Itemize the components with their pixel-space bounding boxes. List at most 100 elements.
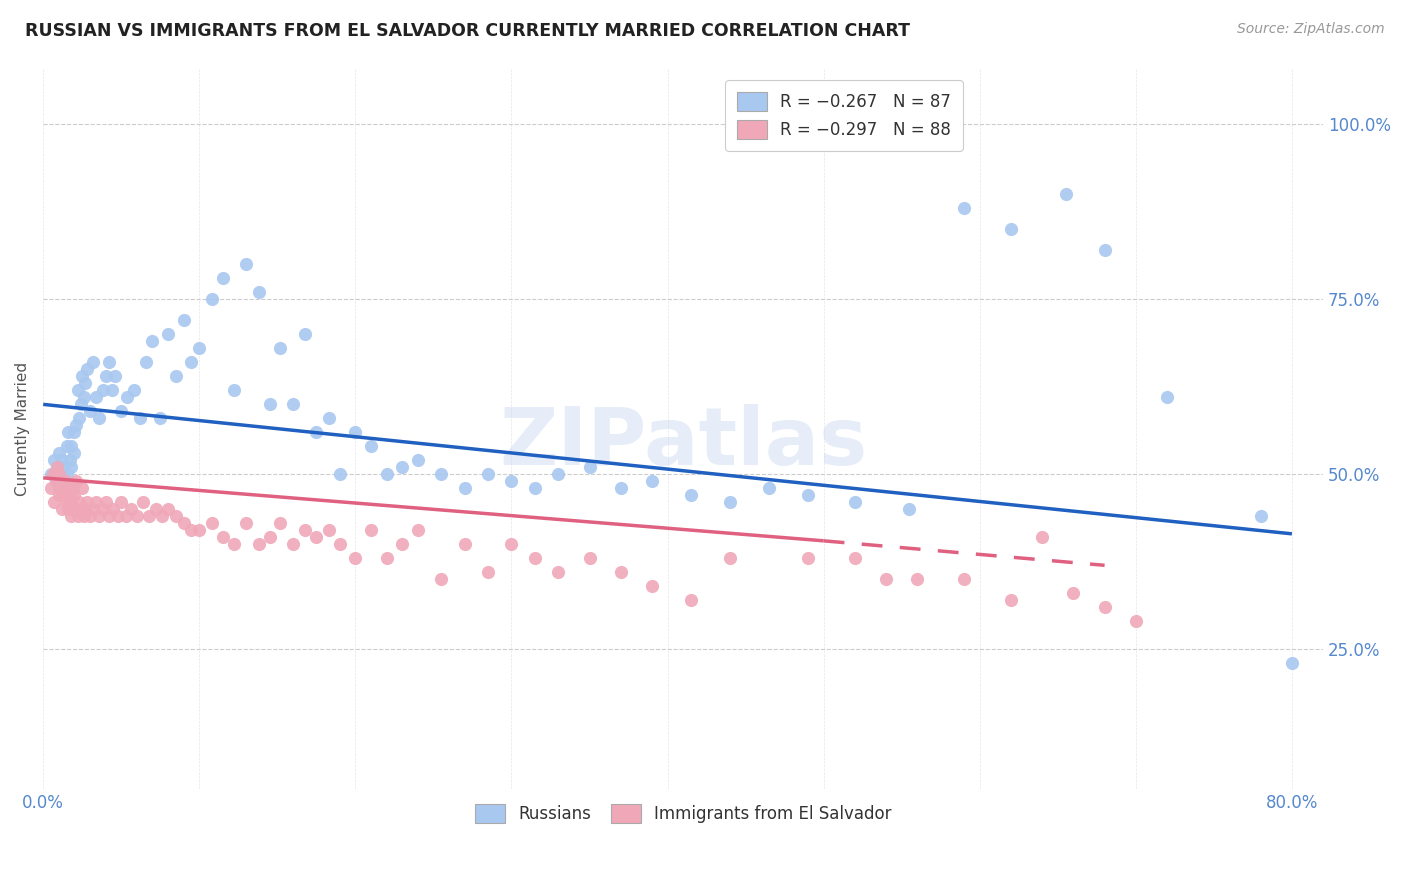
Point <box>188 342 211 356</box>
Point <box>211 530 233 544</box>
Point <box>59 453 82 467</box>
Point <box>180 524 202 538</box>
Point <box>67 495 90 509</box>
Point <box>46 460 69 475</box>
Point <box>1250 509 1272 524</box>
Point <box>94 369 117 384</box>
Point <box>898 502 921 516</box>
Point <box>141 334 163 349</box>
Point <box>173 516 195 531</box>
Point <box>52 460 75 475</box>
Point <box>797 551 820 566</box>
Point <box>48 481 70 495</box>
Point <box>1094 600 1116 615</box>
Point <box>129 411 152 425</box>
Point <box>281 397 304 411</box>
Point <box>1094 244 1116 258</box>
Point <box>46 460 69 475</box>
Point <box>318 411 340 425</box>
Point <box>89 509 111 524</box>
Point <box>1156 390 1178 404</box>
Point <box>52 488 75 502</box>
Point <box>477 566 499 580</box>
Point <box>39 467 62 482</box>
Point <box>375 467 398 482</box>
Point <box>103 502 125 516</box>
Point <box>59 488 82 502</box>
Point <box>679 593 702 607</box>
Point <box>1000 222 1022 236</box>
Point <box>65 418 87 433</box>
Point <box>49 481 72 495</box>
Point <box>45 475 67 489</box>
Point <box>360 439 382 453</box>
Point <box>79 509 101 524</box>
Point <box>269 516 291 531</box>
Point <box>66 509 89 524</box>
Point <box>73 390 96 404</box>
Point <box>84 495 107 509</box>
Point <box>48 446 70 460</box>
Point <box>180 355 202 369</box>
Point <box>122 384 145 398</box>
Point <box>547 467 569 482</box>
Point <box>110 404 132 418</box>
Point <box>63 446 86 460</box>
Point <box>56 425 79 440</box>
Point <box>1000 593 1022 607</box>
Point <box>430 467 453 482</box>
Point <box>132 495 155 509</box>
Point <box>360 524 382 538</box>
Point <box>56 502 79 516</box>
Point <box>55 467 77 482</box>
Point <box>453 537 475 551</box>
Point <box>76 495 98 509</box>
Point <box>329 537 352 551</box>
Point <box>294 327 316 342</box>
Legend: Russians, Immigrants from El Salvador: Russians, Immigrants from El Salvador <box>463 792 903 835</box>
Point <box>547 566 569 580</box>
Point <box>89 411 111 425</box>
Point <box>117 390 139 404</box>
Point <box>69 502 91 516</box>
Point <box>222 537 245 551</box>
Point <box>55 439 77 453</box>
Point <box>718 551 741 566</box>
Point <box>135 355 157 369</box>
Point <box>97 509 120 524</box>
Point <box>110 495 132 509</box>
Point <box>1125 615 1147 629</box>
Point <box>1062 586 1084 600</box>
Point <box>101 384 124 398</box>
Point <box>73 509 96 524</box>
Point <box>165 369 187 384</box>
Point <box>70 481 93 495</box>
Point <box>51 453 73 467</box>
Point <box>60 460 83 475</box>
Point <box>125 509 148 524</box>
Point <box>60 439 83 453</box>
Point <box>84 390 107 404</box>
Point <box>318 524 340 538</box>
Point <box>344 551 367 566</box>
Point <box>679 488 702 502</box>
Point <box>55 481 77 495</box>
Point <box>65 475 87 489</box>
Point <box>48 488 70 502</box>
Point <box>91 502 114 516</box>
Point <box>201 516 224 531</box>
Point <box>1054 187 1077 202</box>
Point <box>758 481 780 495</box>
Point <box>60 509 83 524</box>
Point <box>63 488 86 502</box>
Point <box>609 566 631 580</box>
Point <box>294 524 316 538</box>
Point <box>149 411 172 425</box>
Point <box>39 481 62 495</box>
Point <box>75 502 97 516</box>
Point <box>281 537 304 551</box>
Point <box>138 509 160 524</box>
Point <box>62 481 84 495</box>
Point <box>211 271 233 285</box>
Point <box>641 475 664 489</box>
